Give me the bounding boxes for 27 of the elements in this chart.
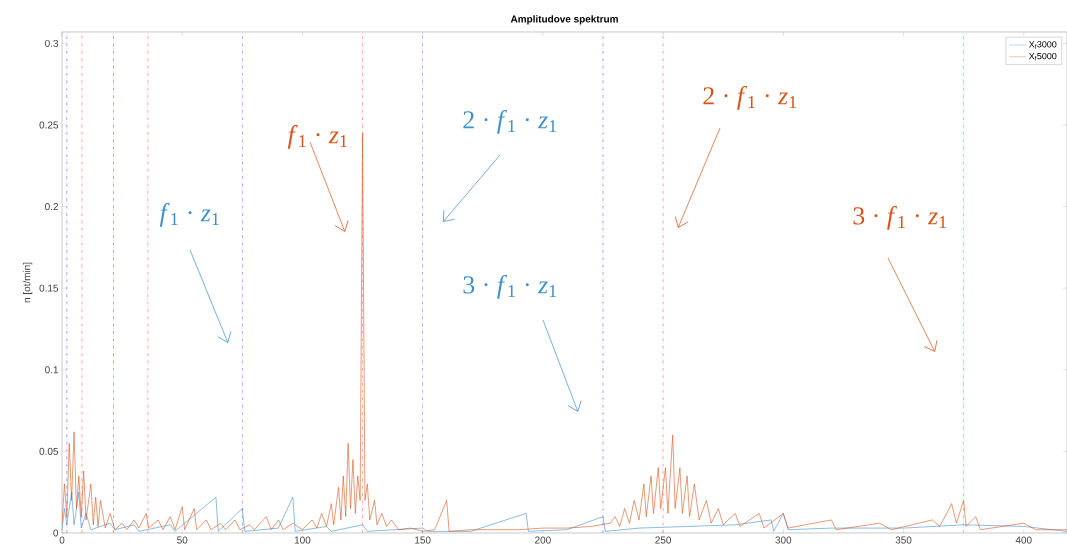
chart-title: Amplitudove spektrum [510, 15, 618, 25]
x-tick-label: 100 [294, 536, 311, 544]
y-tick-label: 0.3 [45, 39, 59, 47]
x-tick-label: 50 [177, 536, 188, 544]
x-tick-label: 0 [59, 536, 65, 544]
annotation: 3 · f$_{1}$ · z$_{1}$ [853, 206, 947, 230]
x-tick-label: 200 [535, 536, 551, 544]
y-tick-label: 0.1 [45, 366, 59, 374]
line-series [62, 491, 1067, 532]
annotation: 3 · f$_{1}$ · z$_{1}$ [463, 275, 557, 299]
x-tick-label: 150 [415, 536, 431, 544]
y-tick-label: 0 [53, 529, 59, 537]
x-tick-label: 400 [1015, 536, 1032, 544]
annotation: f$_{1}$ · z$_{1}$ [159, 203, 219, 227]
y-tick-label: 0.25 [39, 121, 59, 129]
legend-label: X$_{f}$3000 [1028, 41, 1057, 49]
legend-label: X$_{f}$5000 [1028, 52, 1057, 61]
y-tick-label: 0.15 [39, 284, 59, 292]
y-tick-label: 0.05 [39, 447, 59, 455]
y-axis-title: n [ot/min] [22, 262, 33, 303]
x-tick-label: 300 [775, 536, 792, 544]
annotation: 2 · f$_{1}$ · z$_{1}$ [703, 86, 797, 110]
y-tick-label: 0.2 [45, 203, 58, 211]
annotation: f$_{1}$ · z$_{1}$ [287, 125, 347, 149]
x-tick-label: 350 [895, 536, 912, 544]
annotation: 2 · f$_{1}$ · z$_{1}$ [463, 110, 557, 134]
x-tick-label: 250 [655, 536, 672, 544]
